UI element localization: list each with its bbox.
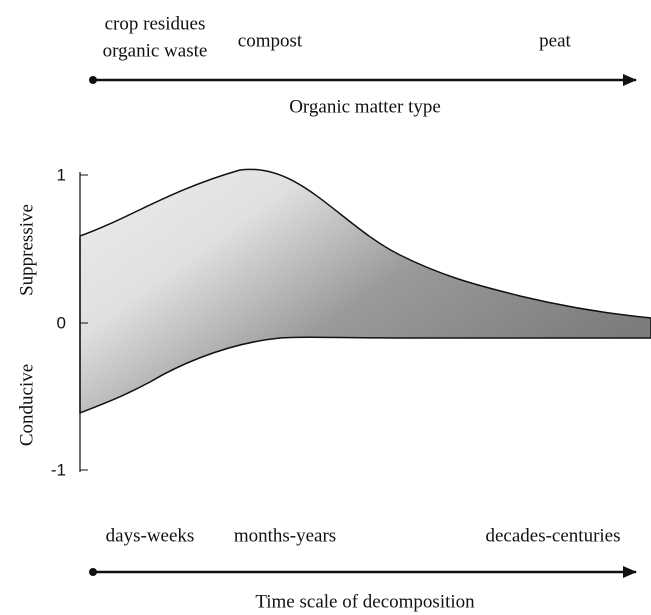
y-tick-label: -1 — [51, 460, 66, 479]
y-tick-label: 1 — [57, 165, 66, 184]
label: organic waste — [103, 40, 208, 61]
y-label: Conducive — [16, 364, 37, 446]
label: peat — [539, 30, 571, 51]
axis-title: Organic matter type — [289, 96, 441, 117]
y-tick-label: 0 — [57, 313, 66, 332]
label: months-years — [234, 525, 336, 546]
band — [79, 168, 651, 415]
label: crop residues — [105, 13, 206, 34]
label: decades-centuries — [485, 525, 620, 546]
axis-title: Time scale of decomposition — [255, 591, 475, 612]
label: compost — [238, 30, 303, 51]
label: days-weeks — [106, 525, 195, 546]
y-label: Suppressive — [16, 204, 37, 296]
